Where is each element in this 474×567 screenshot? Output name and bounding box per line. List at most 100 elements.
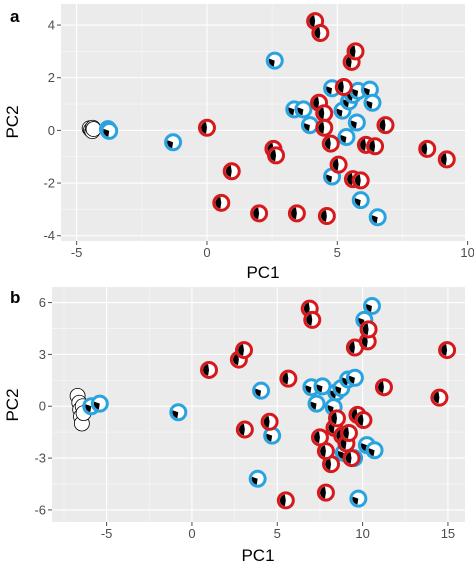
- point-wedge: [361, 335, 368, 348]
- data-point-red: [418, 139, 437, 158]
- data-point-blue: [169, 403, 188, 422]
- data-point-blue: [362, 297, 381, 316]
- point-wedge: [318, 107, 325, 120]
- panel-a-y-axis-title: PC2: [3, 105, 22, 138]
- data-point-red: [437, 150, 456, 169]
- point-wedge: [313, 96, 320, 109]
- x-tick-label: 0: [203, 245, 210, 260]
- point-wedge: [320, 210, 327, 222]
- x-tick-label: -5: [71, 245, 83, 260]
- y-tick-label: -2: [43, 176, 55, 191]
- point-wedge: [314, 431, 320, 444]
- data-point-blue: [294, 100, 313, 119]
- point-wedge: [309, 15, 316, 27]
- panel-a-x-axis-title: PC1: [246, 263, 279, 282]
- y-tick-label: 0: [39, 399, 46, 414]
- point-wedge: [379, 119, 386, 131]
- data-point-blue: [349, 489, 368, 508]
- x-tick-label: 0: [188, 526, 195, 541]
- data-point-red: [374, 378, 393, 397]
- point-wedge: [290, 207, 297, 220]
- data-point-red: [328, 409, 347, 428]
- data-point-blue: [351, 191, 370, 210]
- data-point-red: [359, 320, 378, 339]
- point-wedge: [371, 215, 378, 224]
- point-wedge: [326, 174, 333, 183]
- data-point-blue: [100, 121, 119, 140]
- point-wedge: [314, 27, 321, 39]
- data-point-red: [438, 341, 457, 360]
- point-wedge: [340, 134, 347, 143]
- y-tick-label: 2: [48, 70, 55, 85]
- point-wedge: [172, 410, 179, 419]
- data-point-red: [315, 104, 334, 123]
- y-tick-label: 4: [48, 18, 55, 33]
- point-wedge: [288, 107, 295, 116]
- data-point-blue: [307, 394, 326, 413]
- point-wedge: [251, 476, 258, 485]
- panel-a-label: a: [10, 7, 20, 26]
- point-wedge: [238, 423, 245, 436]
- data-point-red: [250, 204, 269, 223]
- x-tick-label: 10: [355, 526, 369, 541]
- data-point-red: [321, 134, 340, 153]
- data-point-red: [197, 118, 216, 137]
- data-point-red: [342, 449, 361, 468]
- data-point-blue: [365, 441, 384, 460]
- data-point-blue: [90, 394, 109, 413]
- x-tick-label: 5: [334, 245, 341, 260]
- point-wedge: [310, 401, 317, 410]
- point-wedge: [253, 207, 260, 220]
- point-wedge: [354, 174, 361, 187]
- point-wedge: [232, 353, 239, 366]
- point-wedge: [332, 158, 339, 171]
- data-point-red: [317, 206, 336, 225]
- point-wedge: [360, 139, 366, 151]
- point-wedge: [225, 165, 232, 178]
- point-wedge: [266, 433, 273, 442]
- panel-a-points: [81, 12, 456, 227]
- panel-a-y-axis: -4 -2 0 2 4: [43, 18, 61, 243]
- data-point-red: [200, 360, 219, 379]
- panel-b: b -6 -3 0 3 6 -5 0 5 10 15 PC1 PC2: [3, 287, 465, 565]
- data-point-red: [311, 23, 330, 42]
- data-point-blue: [164, 133, 183, 152]
- point-wedge: [345, 452, 352, 464]
- point-wedge: [366, 304, 372, 312]
- data-point-red: [279, 369, 298, 388]
- point-wedge: [325, 458, 332, 470]
- point-wedge: [362, 323, 369, 336]
- data-point-blue: [368, 208, 387, 227]
- point-ring: [85, 121, 102, 137]
- point-wedge: [352, 496, 359, 505]
- point-wedge: [441, 344, 448, 356]
- point-wedge: [316, 384, 323, 393]
- point-wedge: [336, 108, 343, 117]
- data-point-red: [322, 455, 341, 474]
- point-wedge: [324, 137, 331, 150]
- data-point-red: [234, 341, 253, 360]
- panel-a-gridlines: [61, 4, 469, 241]
- data-point-blue: [347, 113, 366, 132]
- data-point-red: [329, 155, 348, 174]
- data-point-blue: [363, 93, 382, 112]
- data-point-blue: [300, 116, 319, 135]
- point-wedge: [349, 341, 355, 354]
- point-wedge: [255, 388, 262, 397]
- data-point-red: [316, 442, 335, 461]
- point-wedge: [352, 88, 359, 97]
- panel-b-points: [69, 297, 457, 510]
- data-point-red: [315, 118, 334, 137]
- point-wedge: [363, 87, 370, 96]
- point-wedge: [270, 149, 277, 162]
- point-wedge: [279, 494, 286, 507]
- point-wedge: [366, 100, 373, 109]
- point-wedge: [343, 427, 349, 439]
- point-wedge: [337, 81, 344, 93]
- data-point-blue: [345, 368, 364, 387]
- point-wedge: [349, 45, 356, 58]
- point-wedge: [304, 123, 310, 131]
- point-wedge: [354, 198, 361, 207]
- point-wedge: [368, 448, 375, 457]
- point-wedge: [268, 58, 275, 67]
